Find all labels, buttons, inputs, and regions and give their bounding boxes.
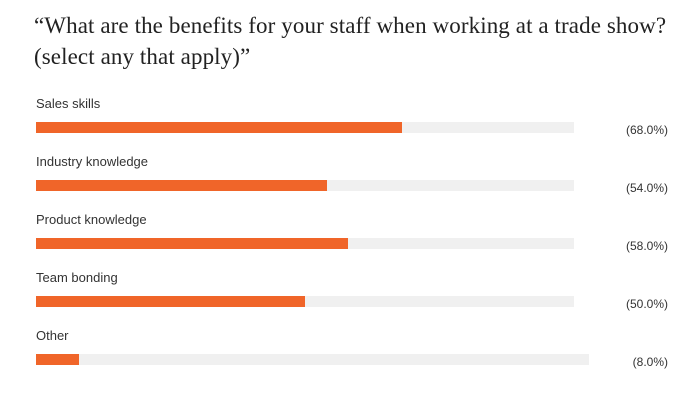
bar-value-label: (68.0%) [625,123,668,137]
bar [36,354,79,365]
bar-category-label: Team bonding [36,270,118,285]
bar-category-label: Sales skills [36,96,101,111]
bar [36,238,348,249]
bar-row: Team bonding (50.0%) [36,270,676,311]
bar-track [36,238,574,249]
bar-row: Other (8.0%) [36,328,676,369]
bar [36,296,305,307]
bar [36,122,402,133]
bar-row: Industry knowledge (54.0%) [36,154,676,195]
bar-category-label: Other [36,328,69,343]
bar-track [36,296,574,307]
bar-value-label: (8.0%) [632,355,668,369]
bar-value-label: (50.0%) [625,297,668,311]
bar-track [36,122,574,133]
bar-value-label: (54.0%) [625,181,668,195]
bar-row: Product knowledge (58.0%) [36,212,676,253]
bar-row: Sales skills (68.0%) [36,96,676,137]
bar-track [36,180,574,191]
chart-title: “What are the benefits for your staff wh… [34,13,667,69]
bar-value-label: (58.0%) [625,239,668,253]
bar-track [36,354,589,365]
bar-category-label: Product knowledge [36,212,147,227]
bar-category-label: Industry knowledge [36,154,149,169]
bar [36,180,327,191]
